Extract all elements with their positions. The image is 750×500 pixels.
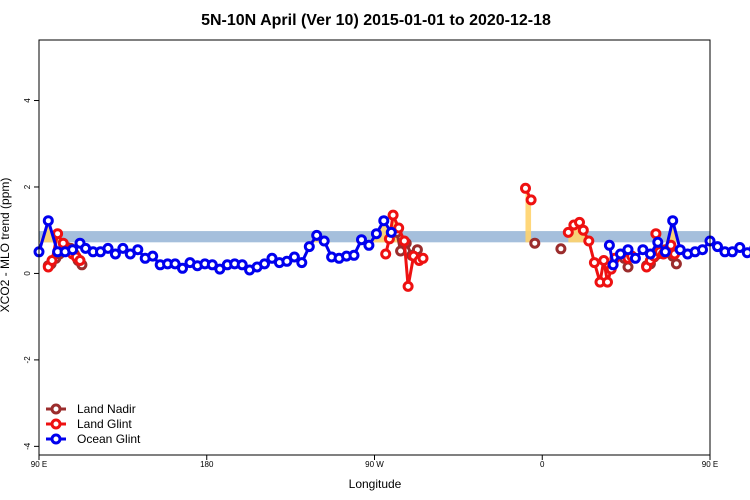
data-point: [363, 239, 375, 251]
data-point: [147, 250, 159, 262]
data-point: [46, 255, 58, 266]
legend-label: Ocean Glint: [77, 432, 141, 446]
legend-item: Land Nadir: [46, 402, 136, 416]
data-point: [622, 244, 634, 256]
y-tick-label: -4: [23, 442, 32, 450]
chart-title: 5N-10N April (Ver 10) 2015-01-01 to 2020…: [201, 12, 551, 29]
data-point: [607, 259, 619, 271]
series-layer: [33, 182, 750, 292]
data-point: [259, 258, 270, 270]
data-point: [124, 248, 136, 260]
x-tick-label: 0: [540, 460, 545, 469]
data-point: [588, 257, 600, 269]
data-point: [387, 209, 399, 221]
legend-item: Land Glint: [46, 417, 132, 431]
data-point: [644, 248, 656, 260]
data-point: [177, 262, 188, 274]
y-axis: -4 -2 0 2 4: [23, 98, 39, 450]
legend-label: Land Nadir: [77, 402, 136, 416]
legend-label: Land Glint: [77, 417, 132, 431]
y-tick-label: 0: [23, 271, 32, 276]
data-point: [102, 242, 114, 254]
data-point: [42, 215, 54, 227]
data-point: [117, 242, 129, 254]
x-axis: 90 E 180 90 W 0 90 E: [31, 455, 718, 469]
data-point: [385, 226, 397, 238]
x-axis-label: Longitude: [349, 477, 402, 491]
x-tick-label: 90 W: [365, 460, 384, 469]
data-point: [296, 257, 308, 269]
data-point: [109, 248, 121, 260]
data-point: [402, 280, 414, 292]
legend-swatch-point: [50, 418, 62, 430]
y-axis-label: XCO2 - MLO trend (ppm): [0, 178, 12, 313]
data-point: [52, 228, 64, 240]
data-point: [583, 235, 595, 247]
series-ocean-glint: [33, 215, 750, 276]
data-point: [622, 261, 634, 273]
data-point: [281, 255, 293, 267]
data-point: [370, 228, 382, 240]
data-point: [303, 241, 315, 253]
data-point: [214, 263, 226, 275]
data-point: [67, 244, 79, 256]
data-point: [598, 255, 610, 266]
data-point: [378, 215, 390, 227]
y-tick-label: 4: [23, 98, 32, 103]
data-point: [236, 259, 248, 271]
y-tick-label: 2: [23, 184, 32, 189]
data-point: [659, 246, 671, 258]
data-point: [577, 224, 589, 236]
data-point: [393, 222, 405, 234]
data-point: [670, 258, 682, 270]
data-point: [311, 229, 323, 241]
data-point: [652, 236, 664, 248]
plot-area: [33, 39, 750, 456]
data-point: [169, 258, 181, 270]
data-point: [562, 226, 574, 238]
data-point: [555, 243, 567, 255]
data-point: [650, 228, 662, 240]
data-point: [525, 194, 537, 206]
y-tick-label: -2: [23, 356, 32, 364]
data-point: [74, 255, 86, 266]
data-point: [288, 251, 300, 263]
data-point: [712, 241, 723, 253]
data-point: [348, 249, 360, 261]
data-point: [602, 276, 613, 288]
data-point: [667, 215, 679, 227]
data-point: [637, 244, 649, 256]
data-point: [741, 247, 750, 259]
x-tick-label: 90 E: [31, 460, 47, 469]
data-point: [529, 237, 541, 249]
x-tick-label: 90 E: [702, 460, 718, 469]
data-point: [697, 244, 708, 256]
legend-item: Ocean Glint: [46, 432, 141, 446]
x-tick-label: 180: [200, 460, 214, 469]
data-point: [206, 259, 218, 271]
data-point: [318, 235, 330, 247]
data-point: [629, 252, 641, 264]
data-point: [615, 248, 626, 260]
data-point: [603, 239, 615, 251]
data-point: [380, 248, 392, 260]
legend-swatch-point: [50, 403, 62, 415]
data-point: [520, 182, 531, 194]
legend-swatch-point: [50, 433, 62, 445]
data-point: [356, 234, 367, 246]
data-point: [398, 235, 410, 247]
data-point: [417, 252, 429, 264]
data-point: [734, 242, 746, 253]
data-point: [132, 244, 144, 256]
